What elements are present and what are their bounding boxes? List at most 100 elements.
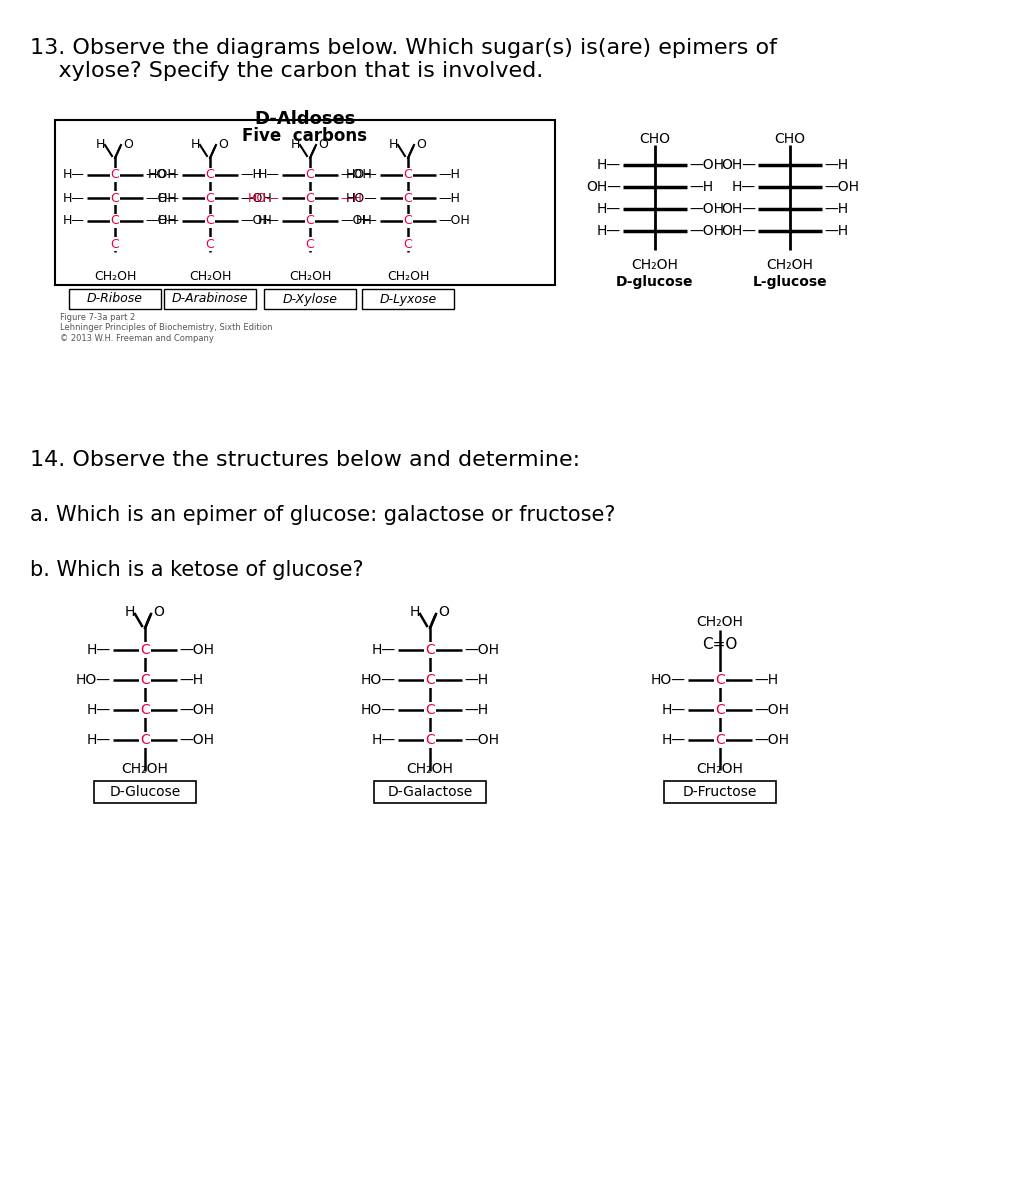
Text: —OH: —OH xyxy=(754,703,789,716)
Text: H: H xyxy=(291,138,300,150)
Text: —OH: —OH xyxy=(240,215,271,228)
FancyBboxPatch shape xyxy=(664,781,776,803)
Text: —H: —H xyxy=(824,224,848,238)
Text: D-Fructose: D-Fructose xyxy=(683,785,757,799)
Text: CH₂OH: CH₂OH xyxy=(289,270,331,283)
Text: —H: —H xyxy=(689,180,713,194)
Text: —OH: —OH xyxy=(240,192,271,204)
Text: HO—: HO— xyxy=(361,673,396,686)
Text: —H: —H xyxy=(340,192,362,204)
Text: H: H xyxy=(95,138,105,150)
Text: Five  carbons: Five carbons xyxy=(242,127,368,145)
Text: —OH: —OH xyxy=(340,168,372,181)
Text: H: H xyxy=(190,138,200,150)
Text: O: O xyxy=(416,138,425,150)
Text: H—: H— xyxy=(372,733,396,746)
Text: C: C xyxy=(403,168,412,181)
Text: HO—: HO— xyxy=(346,168,378,181)
Text: CHO: CHO xyxy=(775,132,805,146)
Text: CH₂OH: CH₂OH xyxy=(697,762,744,776)
Text: —OH: —OH xyxy=(689,158,724,172)
Text: OH—: OH— xyxy=(721,202,756,216)
Text: O: O xyxy=(123,138,133,150)
Text: —OH: —OH xyxy=(179,733,214,746)
Text: C: C xyxy=(110,238,120,251)
Text: —H: —H xyxy=(824,202,848,216)
Text: —OH: —OH xyxy=(689,224,724,238)
Text: D-Arabinose: D-Arabinose xyxy=(172,293,248,306)
Text: H—: H— xyxy=(158,215,180,228)
Text: C: C xyxy=(140,643,150,658)
Text: D-Xylose: D-Xylose xyxy=(283,293,337,306)
Text: H—: H— xyxy=(158,192,180,204)
Text: —H: —H xyxy=(240,168,262,181)
Text: C: C xyxy=(206,238,215,251)
Text: O: O xyxy=(318,138,328,150)
FancyBboxPatch shape xyxy=(94,781,196,803)
Text: —OH: —OH xyxy=(179,643,214,658)
Text: 13. Observe the diagrams below. Which sugar(s) is(are) epimers of
    xylose? Sp: 13. Observe the diagrams below. Which su… xyxy=(30,38,777,82)
Text: D-glucose: D-glucose xyxy=(616,275,694,289)
Text: H—: H— xyxy=(661,733,686,746)
Text: OH—: OH— xyxy=(721,158,756,172)
Text: —OH: —OH xyxy=(145,215,176,228)
FancyBboxPatch shape xyxy=(374,781,486,803)
Text: CH₂OH: CH₂OH xyxy=(387,270,430,283)
FancyBboxPatch shape xyxy=(362,289,454,308)
Text: CHO: CHO xyxy=(639,132,671,146)
Text: HO—: HO— xyxy=(148,168,180,181)
Text: HO—: HO— xyxy=(76,673,111,686)
Text: C: C xyxy=(403,215,412,228)
Text: C: C xyxy=(425,673,435,686)
Text: D-Ribose: D-Ribose xyxy=(87,293,143,306)
Text: —OH: —OH xyxy=(340,215,372,228)
Text: —H: —H xyxy=(464,703,488,716)
Text: CH₂OH: CH₂OH xyxy=(406,762,454,776)
Text: —OH: —OH xyxy=(689,202,724,216)
Text: CH₂OH: CH₂OH xyxy=(188,270,231,283)
Text: H—: H— xyxy=(597,158,621,172)
Text: C: C xyxy=(715,673,725,686)
Text: C: C xyxy=(403,238,412,251)
Text: —H: —H xyxy=(438,192,460,204)
Text: H—: H— xyxy=(357,215,378,228)
Text: HO—: HO— xyxy=(346,192,378,204)
Text: H—: H— xyxy=(597,224,621,238)
Text: H—: H— xyxy=(661,703,686,716)
Text: O: O xyxy=(438,605,449,619)
Text: —OH: —OH xyxy=(145,192,176,204)
Text: a. Which is an epimer of glucose: galactose or fructose?: a. Which is an epimer of glucose: galact… xyxy=(30,505,616,526)
Text: H—: H— xyxy=(597,202,621,216)
Text: HO—: HO— xyxy=(651,673,686,686)
Text: L-glucose: L-glucose xyxy=(753,275,828,289)
Text: D-Lyxose: D-Lyxose xyxy=(380,293,437,306)
FancyBboxPatch shape xyxy=(164,289,256,308)
Text: —H: —H xyxy=(824,158,848,172)
Text: C: C xyxy=(206,168,215,181)
Text: H—: H— xyxy=(372,643,396,658)
Text: CH₂OH: CH₂OH xyxy=(767,258,813,272)
Text: b. Which is a ketose of glucose?: b. Which is a ketose of glucose? xyxy=(30,560,364,580)
Text: O: O xyxy=(153,605,164,619)
Text: —H: —H xyxy=(754,673,778,686)
Text: C: C xyxy=(403,192,412,204)
Text: C: C xyxy=(306,168,314,181)
Text: CH₂OH: CH₂OH xyxy=(122,762,168,776)
Text: H—: H— xyxy=(63,168,85,181)
FancyBboxPatch shape xyxy=(264,289,356,308)
Text: C: C xyxy=(425,703,435,716)
Text: H—: H— xyxy=(87,643,111,658)
Text: —OH: —OH xyxy=(145,168,176,181)
Text: C: C xyxy=(206,215,215,228)
Text: H: H xyxy=(409,605,420,619)
Text: H—: H— xyxy=(731,180,756,194)
Text: H—: H— xyxy=(258,215,280,228)
Text: C: C xyxy=(140,703,150,716)
Text: HO—: HO— xyxy=(361,703,396,716)
Text: HO—: HO— xyxy=(248,192,280,204)
Text: —OH: —OH xyxy=(464,643,499,658)
Text: OH—: OH— xyxy=(586,180,621,194)
Text: Figure 7-3a part 2
Lehninger Principles of Biochemistry, Sixth Edition
© 2013 W.: Figure 7-3a part 2 Lehninger Principles … xyxy=(60,313,272,343)
Text: C: C xyxy=(140,733,150,746)
Text: C: C xyxy=(110,168,120,181)
